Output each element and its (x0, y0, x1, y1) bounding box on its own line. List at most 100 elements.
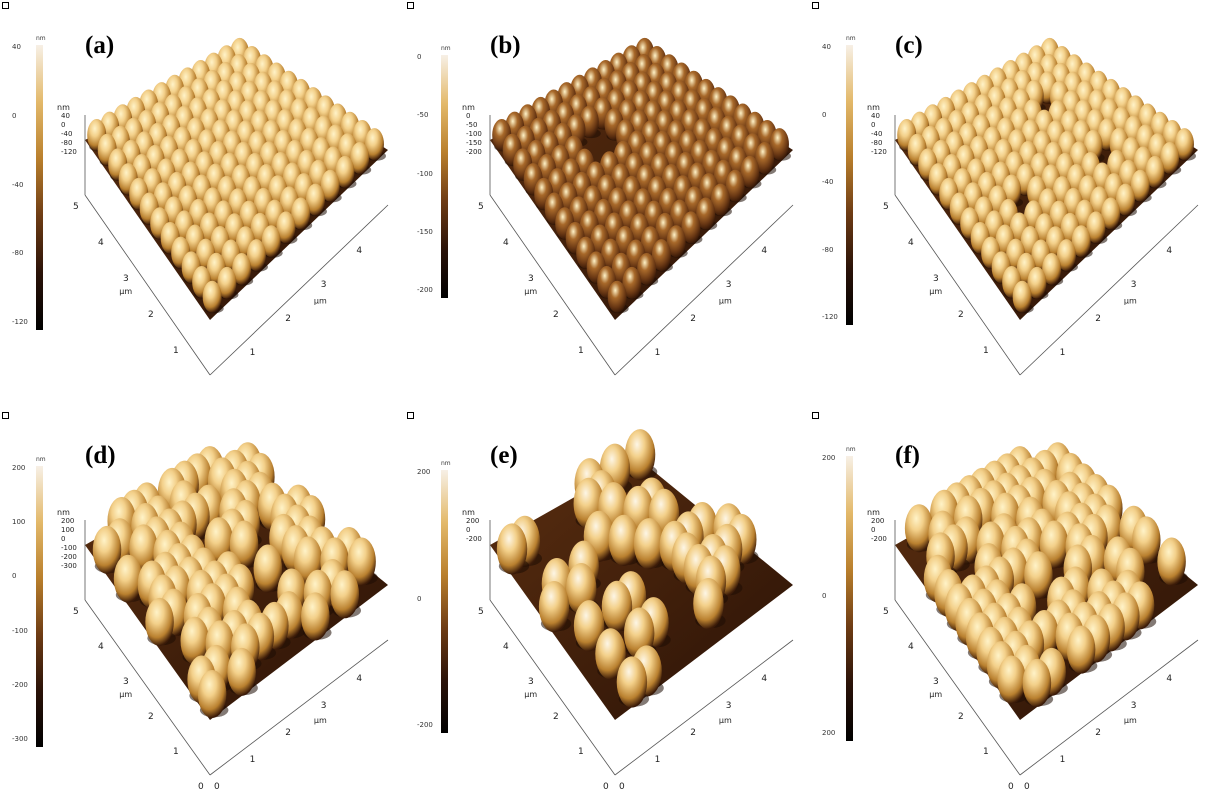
panel-marker (2, 412, 9, 419)
surface-bump (696, 197, 716, 230)
x-axis-tick: 4 (356, 246, 362, 256)
surface-bump (1101, 197, 1121, 230)
colorbar-tick: 0 (417, 53, 422, 61)
surface-bump (197, 669, 227, 718)
surface-bump (1042, 253, 1062, 286)
y-axis-tick: 5 (73, 607, 79, 617)
colorbar-tick: -40 (12, 180, 24, 189)
x-axis-tick: 1 (250, 348, 256, 358)
surface-bump (637, 253, 657, 286)
surface-bump (1071, 225, 1091, 258)
surface-bump (622, 266, 642, 299)
surface-bump (1160, 142, 1180, 175)
surface-bump (904, 504, 934, 553)
y-axis-unit: µm (524, 690, 537, 699)
surface-bump (1157, 537, 1186, 586)
z-axis-tick: -120 (871, 148, 887, 156)
surface-bump (595, 628, 626, 680)
y-axis-tick: 1 (983, 346, 989, 356)
afm-surface-plot: 012345012345µmµmnm0-50-100-150-200 (462, 37, 794, 376)
x-axis-tick: 0 (619, 782, 625, 790)
colorbar-tick: -80 (822, 245, 834, 254)
x-axis-tick: 4 (1166, 674, 1172, 684)
x-axis-tick: 0 (214, 782, 220, 790)
surface-bump (624, 429, 656, 481)
surface-bump (227, 647, 256, 696)
z-axis-tick: -200 (466, 148, 482, 156)
surface-bump (1174, 128, 1194, 161)
z-axis-unit: nm (57, 103, 70, 112)
colorbar-tick: 200 (822, 454, 836, 462)
colorbar-tick: -120 (822, 313, 838, 321)
surface-bump (145, 597, 174, 646)
x-axis-tick: 1 (250, 755, 256, 765)
z-axis-tick: -80 (61, 139, 72, 147)
surface-bump (1066, 625, 1096, 674)
surface-bump (1024, 551, 1053, 600)
axes (84, 115, 389, 376)
colorbar (441, 470, 448, 733)
y-axis-tick: 4 (503, 238, 509, 248)
axes (489, 115, 794, 376)
y-axis-tick: 4 (908, 238, 914, 248)
z-axis-tick: -200 (871, 535, 887, 543)
surface-bump (538, 581, 570, 633)
afm-surface-plot: 012345012345µmµmnm2000-200 (462, 429, 794, 790)
x-axis-tick: 3 (726, 701, 732, 711)
x-axis-tick: 4 (761, 246, 767, 256)
z-axis-tick: -300 (61, 562, 77, 570)
colorbar (846, 45, 853, 325)
panel-label: (a) (85, 32, 115, 59)
x-axis-tick: 2 (285, 314, 291, 324)
colorbar-tick: 200 (12, 464, 26, 472)
surface-bump (261, 225, 281, 258)
surface-bump (217, 266, 237, 299)
surface-bump (997, 655, 1026, 704)
colorbar-tick: -100 (12, 626, 28, 635)
surface-bump (1056, 239, 1076, 272)
colorbar-tick: -120 (12, 318, 28, 326)
surface-bump (725, 169, 745, 202)
z-axis-tick: 0 (466, 526, 470, 534)
colorbar-unit: nm (36, 35, 46, 42)
z-axis-unit: nm (867, 103, 880, 112)
y-axis-unit: µm (119, 287, 132, 296)
y-axis-tick: 3 (933, 274, 939, 284)
colorbar-unit: nm (441, 45, 451, 52)
colorbar (441, 55, 448, 298)
y-axis-tick: 5 (478, 202, 484, 212)
colorbar-tick: -80 (12, 249, 24, 258)
surface-bump (1130, 169, 1150, 202)
surface-bump (291, 197, 311, 230)
surface-bump (755, 142, 775, 175)
x-axis-tick: 3 (1131, 280, 1137, 290)
axes (894, 520, 1199, 776)
x-axis-tick: 1 (1060, 755, 1066, 765)
panel-marker (2, 2, 9, 9)
panel-marker (812, 412, 819, 419)
y-axis-tick: 1 (983, 747, 989, 757)
y-axis-tick: 3 (528, 274, 534, 284)
colorbar-tick: -300 (12, 735, 28, 743)
z-axis-tick: 100 (61, 526, 74, 534)
surface-bump (276, 211, 296, 244)
z-axis-tick: 0 (61, 121, 65, 129)
panel-c: (c)nm400-40-80-120012345012345µmµmnm400-… (810, 0, 1200, 380)
colorbar-unit: nm (846, 35, 856, 42)
surface-bump (180, 616, 210, 665)
x-axis-unit: µm (1124, 716, 1137, 725)
colorbar (36, 466, 43, 747)
colorbar-tick: 200 (417, 468, 431, 476)
surface-bump (601, 580, 633, 632)
y-axis-tick: 3 (933, 677, 939, 687)
z-axis-tick: 0 (871, 526, 875, 534)
panel-label: (c) (895, 32, 923, 59)
colorbar-tick: 0 (12, 111, 17, 120)
panel-marker (407, 2, 414, 9)
y-axis-tick: 4 (908, 642, 914, 652)
colorbar-tick: 100 (12, 518, 26, 527)
colorbar-tick: -200 (417, 286, 433, 294)
surface-bump (1012, 280, 1032, 313)
surface-bump (496, 523, 528, 575)
panel-a: (a)nm400-40-80-120012345012345µmµmnm400-… (0, 0, 390, 380)
